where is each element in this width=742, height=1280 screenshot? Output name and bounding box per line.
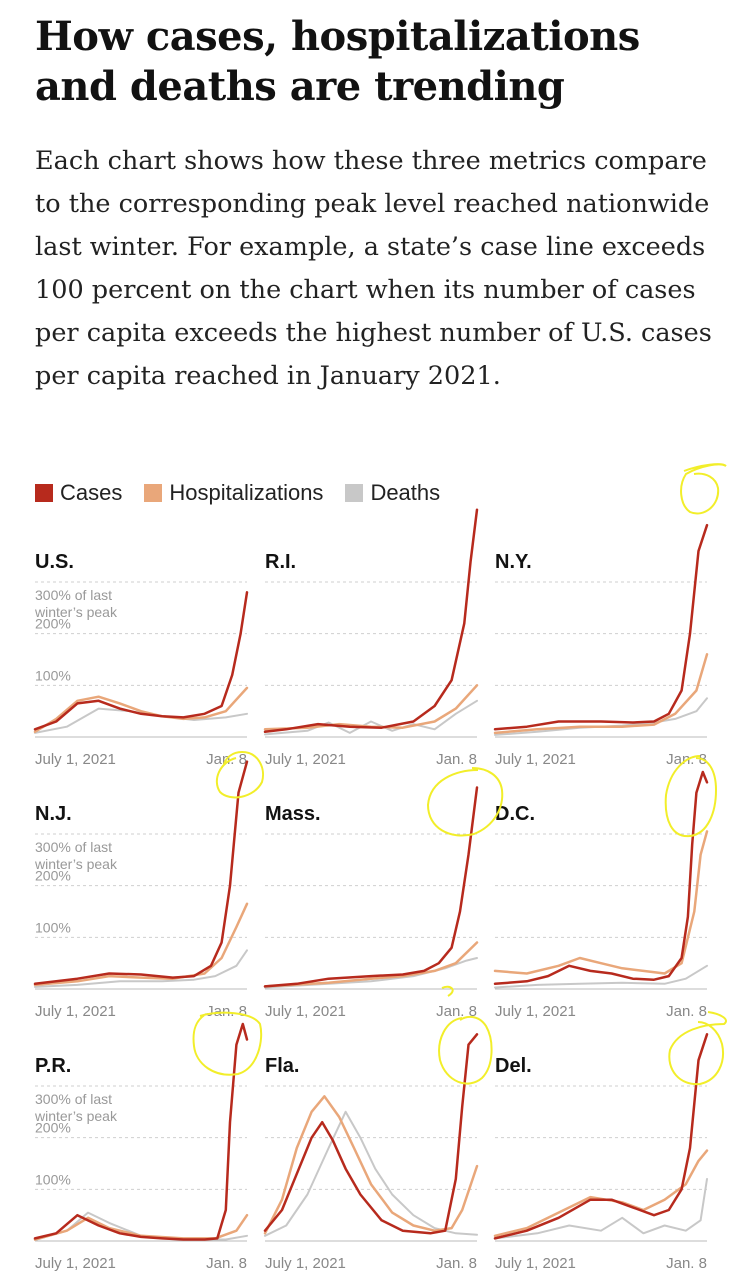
panel-title: P.R. xyxy=(35,1055,71,1077)
panel-ny: N.Y. July 1, 2021 Jan. 8 xyxy=(493,523,709,768)
legend-label-cases: Cases xyxy=(60,480,123,505)
x-tick-label-start: July 1, 2021 xyxy=(35,1003,116,1020)
y-tick-label: 100% xyxy=(35,919,71,935)
panel-title: Del. xyxy=(495,1055,532,1077)
legend-item-cases: Cases xyxy=(35,480,122,506)
panel-title: N.J. xyxy=(35,803,72,825)
x-tick-label-start: July 1, 2021 xyxy=(35,751,116,768)
panel-title: D.C. xyxy=(495,803,535,825)
hospitalizations-line xyxy=(493,830,709,975)
x-tick-label-end: Jan. 8 xyxy=(436,1003,477,1020)
y-tick-label: 200% xyxy=(35,868,71,884)
panel-ri: R.I. July 1, 2021 Jan. 8 xyxy=(263,508,479,768)
hospitalizations-swatch xyxy=(144,484,163,502)
legend-item-deaths: Deaths xyxy=(345,480,440,506)
cases-line xyxy=(263,508,479,734)
cases-line xyxy=(33,591,249,731)
hospitalizations-line xyxy=(493,653,709,735)
cases-line xyxy=(263,1033,479,1235)
panel-title: U.S. xyxy=(35,551,74,573)
y-tick-label: 200% xyxy=(35,1120,71,1136)
panel-mass: Mass. July 1, 2021 Jan. 8 xyxy=(263,786,479,1020)
x-tick-label-start: July 1, 2021 xyxy=(265,1255,346,1272)
deaths-line xyxy=(494,964,708,989)
deaths-line xyxy=(264,699,478,736)
x-tick-label-end: Jan. 8 xyxy=(206,1003,247,1020)
cases-swatch xyxy=(35,484,53,502)
hospitalizations-line xyxy=(33,902,249,987)
x-tick-label-end: Jan. 8 xyxy=(666,1003,707,1020)
cases-line xyxy=(493,523,709,731)
x-tick-label-end: Jan. 8 xyxy=(206,1255,247,1272)
panel-title: R.I. xyxy=(265,551,296,573)
headline: How cases, hospitalizations and deaths a… xyxy=(35,13,640,110)
legend-item-hospitalizations: Hospitalizations xyxy=(144,480,323,506)
panel-title: Mass. xyxy=(265,803,321,825)
y-tick-label: 300% of last winter’s peak xyxy=(34,839,118,872)
x-tick-label-end: Jan. 8 xyxy=(666,751,707,768)
x-tick-label-end: Jan. 8 xyxy=(666,1255,707,1272)
x-tick-label-start: July 1, 2021 xyxy=(265,751,346,768)
x-tick-label-start: July 1, 2021 xyxy=(495,1003,576,1020)
hospitalizations-line xyxy=(263,941,479,988)
hospitalizations-line xyxy=(263,1095,479,1235)
y-tick-label: 300% of last winter’s peak xyxy=(34,587,118,620)
x-tick-label-start: July 1, 2021 xyxy=(35,1255,116,1272)
legend-label-hospitalizations: Hospitalizations xyxy=(169,480,324,505)
y-tick-label: 100% xyxy=(35,1171,71,1187)
legend-label-deaths: Deaths xyxy=(370,480,441,505)
y-tick-label: 300% of last winter’s peak xyxy=(34,1091,118,1124)
x-tick-label-end: Jan. 8 xyxy=(206,751,247,768)
y-tick-label: 100% xyxy=(35,667,71,683)
hospitalizations-line xyxy=(33,686,249,734)
deaths-line xyxy=(494,1178,708,1240)
legend: Cases Hospitalizations Deaths xyxy=(35,478,462,508)
panel-title: Fla. xyxy=(265,1055,299,1077)
panel-title: N.Y. xyxy=(495,551,532,573)
x-tick-label-start: July 1, 2021 xyxy=(495,751,576,768)
cases-line xyxy=(33,760,249,986)
cases-line xyxy=(493,1033,709,1240)
panel-del: Del. July 1, 2021 Jan. 8 xyxy=(493,1033,709,1272)
x-tick-label-start: July 1, 2021 xyxy=(495,1255,576,1272)
panel-fla: Fla. July 1, 2021 Jan. 8 xyxy=(263,1033,479,1272)
hospitalizations-line xyxy=(493,1149,709,1238)
intro-text: Each chart shows how these three metrics… xyxy=(35,146,712,391)
deaths-swatch xyxy=(345,484,364,502)
panel-dc: D.C. July 1, 2021 Jan. 8 xyxy=(493,770,709,1020)
y-tick-label: 200% xyxy=(35,616,71,632)
x-tick-label-start: July 1, 2021 xyxy=(265,1003,346,1020)
deaths-line xyxy=(34,949,248,988)
x-tick-label-end: Jan. 8 xyxy=(436,1255,477,1272)
x-tick-label-end: Jan. 8 xyxy=(436,751,477,768)
deaths-line xyxy=(494,697,708,736)
cases-line xyxy=(263,786,479,988)
